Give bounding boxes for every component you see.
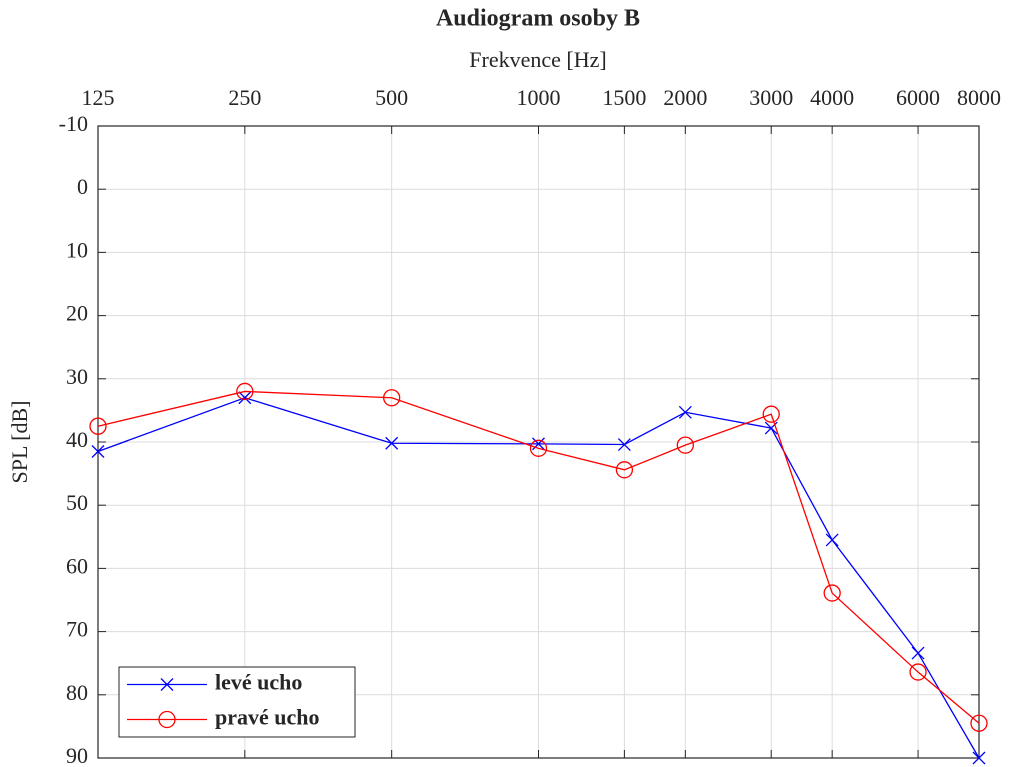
chart-title: Audiogram osoby B [436, 6, 640, 32]
y-tick-label: 40 [66, 427, 88, 452]
y-tick-label: 20 [66, 301, 88, 326]
y-tick-label: 30 [66, 364, 88, 389]
x-tick-label: 500 [375, 85, 408, 110]
x-tick-label: 2000 [663, 85, 707, 110]
x-tick-label: 250 [228, 85, 261, 110]
plot-frame [97, 125, 980, 759]
series-line [97, 397, 980, 759]
x-tick-label: 6000 [896, 85, 940, 110]
legend-marker [160, 678, 174, 691]
y-tick-label: 0 [77, 174, 88, 199]
data-point [532, 437, 545, 451]
data-point [615, 461, 634, 479]
x-tick-label: 125 [82, 85, 115, 110]
y-axis-label: SPL [dB] [7, 401, 32, 484]
data-point [825, 533, 839, 547]
legend-label: levé ucho [215, 670, 302, 695]
data-point [91, 445, 105, 458]
data-point [678, 405, 692, 419]
data-point [385, 436, 399, 450]
data-point [383, 389, 401, 407]
data-point [238, 391, 252, 405]
legend-label: pravé ucho [215, 705, 320, 730]
y-tick-label: 70 [66, 617, 88, 642]
data-point [236, 382, 254, 401]
data-point [676, 436, 694, 454]
x-tick-label: 1500 [602, 85, 646, 110]
y-tick-label: 80 [66, 680, 88, 705]
y-tick-label: -10 [59, 111, 88, 136]
y-tick-label: 50 [66, 490, 88, 515]
y-tick-label: 60 [66, 553, 88, 578]
x-tick-label: 3000 [749, 85, 793, 110]
data-point [909, 663, 927, 681]
data-point [529, 439, 548, 457]
legend: levé ucho pravé ucho [118, 666, 356, 738]
series-line [97, 390, 980, 724]
data-point [617, 438, 631, 451]
data-point [970, 714, 988, 732]
y-tick-label: 10 [66, 237, 88, 262]
legend-box [118, 666, 356, 738]
legend-marker [158, 710, 176, 729]
data-point [911, 646, 925, 660]
data-point [762, 405, 780, 423]
x-tick-label: 8000 [957, 85, 1001, 110]
data-point [89, 417, 107, 435]
x-axis-label: Frekvence [Hz] [469, 47, 606, 72]
data-point [823, 584, 841, 602]
x-tick-label: 4000 [810, 85, 854, 110]
y-tick-label: 90 [66, 743, 88, 767]
x-tick-label: 1000 [517, 85, 561, 110]
data-point [972, 751, 986, 765]
